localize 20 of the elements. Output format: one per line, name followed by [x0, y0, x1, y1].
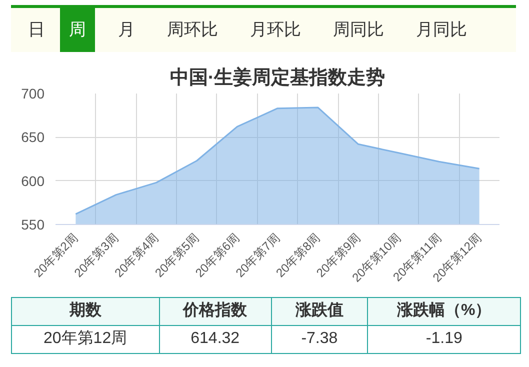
text: 涨跌幅（%） [368, 298, 520, 326]
y-tick-label: 550 [21, 216, 45, 232]
text: 周同比 [332, 19, 385, 41]
text: 月 [117, 19, 136, 41]
text: 20年第12周 [12, 325, 160, 354]
y-tick-label: 650 [21, 129, 45, 146]
text: 价格指数 [159, 298, 272, 326]
text: 月同比 [415, 19, 468, 41]
text: 月环比 [249, 19, 302, 41]
text: 614.32 [159, 325, 272, 354]
text: -7.38 [271, 325, 368, 354]
chart-title: 中国·生姜周定基指数走势 [170, 66, 386, 88]
text: 涨跌值 [271, 298, 368, 326]
text: 期数 [12, 298, 160, 326]
text: 日 [27, 19, 46, 41]
y-tick-label: 600 [21, 172, 45, 189]
text: 周 [60, 8, 95, 52]
text: 周环比 [166, 19, 219, 41]
y-tick-label: 700 [21, 86, 45, 102]
text: -1.19 [368, 325, 520, 354]
